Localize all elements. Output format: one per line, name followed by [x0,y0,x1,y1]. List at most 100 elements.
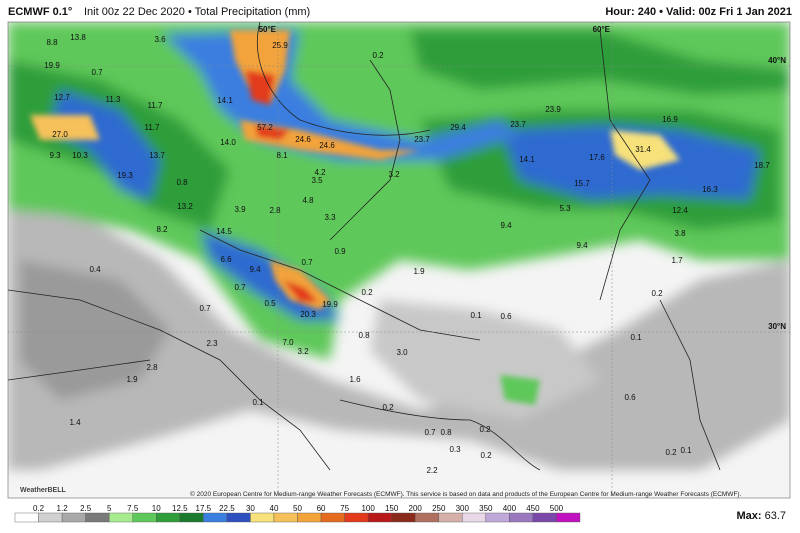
map-value-label: 24.6 [319,141,335,150]
precip-field [8,22,790,498]
map-value-label: 17.6 [589,153,605,162]
map-value-label: 3.9 [234,205,246,214]
legend-tick-label: 0.2 [33,504,45,513]
map-value-label: 14.5 [216,227,232,236]
map-value-label: 23.9 [545,105,561,114]
map-value-label: 0.7 [234,283,246,292]
legend-swatch [509,512,534,523]
map-value-label: 8.8 [46,38,58,47]
map-value-label: 0.1 [470,311,482,320]
map-value-label: 31.4 [635,145,651,154]
legend-tick-label: 250 [432,504,446,513]
map-value-label: 13.2 [177,202,193,211]
map-value-label: 29.4 [450,123,466,132]
map-value-label: 9.4 [249,265,261,274]
map-value-label: 27.0 [52,130,68,139]
map-value-label: 25.9 [272,41,288,50]
valid-time: Hour: 240 • Valid: 00z Fri 1 Jan 2021 [605,6,792,18]
map-value-label: 11.3 [106,95,122,104]
legend-swatch [85,512,110,523]
legend-tick-label: 350 [479,504,493,513]
legend-tick-label: 12.5 [172,504,188,513]
legend-tick-label: 40 [270,504,279,513]
legend-swatch [297,512,322,523]
legend-tick-label: 100 [361,504,375,513]
title: ECMWF 0.1° [8,6,72,18]
map-value-label: 3.0 [396,348,408,357]
map-value-label: 23.7 [510,120,526,129]
max-value: Max: 63.7 [736,510,786,522]
map-value-label: 1.9 [126,375,138,384]
legend-swatch [344,512,369,523]
map-value-label: 11.7 [148,101,164,110]
map-value-label: 0.2 [372,51,384,60]
legend-swatch [391,512,416,523]
legend-tick-label: 300 [456,504,470,513]
legend-tick-label: 400 [503,504,517,513]
map-value-label: 2.2 [426,466,438,475]
legend-tick-label: 60 [317,504,326,513]
map-value-label: 0.6 [500,312,512,321]
legend-swatch [367,512,392,523]
map-value-label: 20.3 [300,310,316,319]
legend-swatch [320,512,345,523]
legend-swatch [250,512,275,523]
map-value-label: 0.7 [424,428,436,437]
legend-swatch [415,512,439,523]
map-value-label: 0.8 [176,178,188,187]
legend-swatch [485,512,510,523]
map-value-label: 3.2 [388,170,400,179]
legend-swatch [14,512,39,523]
legend-tick-label: 17.5 [196,504,212,513]
legend-swatch [179,512,204,523]
legend-tick-label: 22.5 [219,504,235,513]
legend-swatch [226,512,251,523]
map-value-label: 0.7 [91,68,103,77]
coord-labels: 50°E 60°E 40°N 30°N [259,25,787,331]
map-value-label: 0.6 [624,393,636,402]
map-value-label: 7.0 [282,338,294,347]
map-value-label: 12.7 [54,93,70,102]
map-value-label: 4.2 [314,168,326,177]
legend-tick-label: 50 [293,504,302,513]
legend-tick-label: 5 [107,504,112,513]
map-value-label: 14.1 [217,96,233,105]
map-value-label: 16.9 [662,115,678,124]
legend-swatch [108,512,133,523]
map-value-label: 3.6 [154,35,166,44]
map-value-label: 10.3 [72,151,88,160]
subtitle: Init 00z 22 Dec 2020 • Total Precipitati… [84,6,310,18]
legend-tick-label: 450 [526,504,540,513]
map-value-label: 1.9 [413,267,425,276]
map-value-label: 16.3 [702,185,718,194]
legend-tick-label: 2.5 [80,504,92,513]
map-value-label: 15.7 [574,179,590,188]
map-value-label: 57.2 [257,123,273,132]
map-value-label: 0.2 [361,288,373,297]
map-value-label: 14.0 [220,138,236,147]
coord-label: 60°E [593,25,611,34]
map-value-label: 0.8 [358,331,370,340]
map-value-label: 19.9 [322,300,338,309]
map-value-label: 8.1 [276,151,288,160]
map-value-label: 0.2 [665,448,677,457]
legend-tick-label: 75 [340,504,349,513]
legend-swatch [438,512,463,523]
map-value-label: 9.4 [500,221,512,230]
map-value-label: 6.6 [220,255,232,264]
map-value-label: 13.7 [149,151,165,160]
map-value-label: 0.4 [89,265,101,274]
legend-swatch [203,512,228,523]
legend-swatch [61,512,86,523]
legend-tick-label: 500 [550,504,564,513]
map-value-label: 3.2 [297,347,309,356]
logo: WeatherBELL [20,487,66,494]
map-value-label: 0.5 [264,299,276,308]
map-value-label: 23.7 [414,135,430,144]
map-value-label: 4.8 [302,196,314,205]
legend-tick-label: 150 [385,504,399,513]
map-value-label: 19.9 [44,61,60,70]
legend: 0.2 1.2 2.5 5 7.5 10 12.5 17.5 22.5 30 40 50 60 75 100… [14,504,581,523]
map-frame [7,21,791,499]
